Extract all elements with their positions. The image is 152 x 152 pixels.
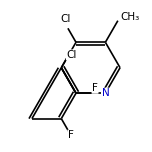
Text: F: F: [68, 130, 74, 140]
Text: Cl: Cl: [60, 14, 71, 24]
Text: CH₃: CH₃: [120, 12, 139, 22]
Text: N: N: [102, 88, 109, 98]
Text: F: F: [92, 83, 98, 93]
Text: Cl: Cl: [66, 50, 77, 60]
